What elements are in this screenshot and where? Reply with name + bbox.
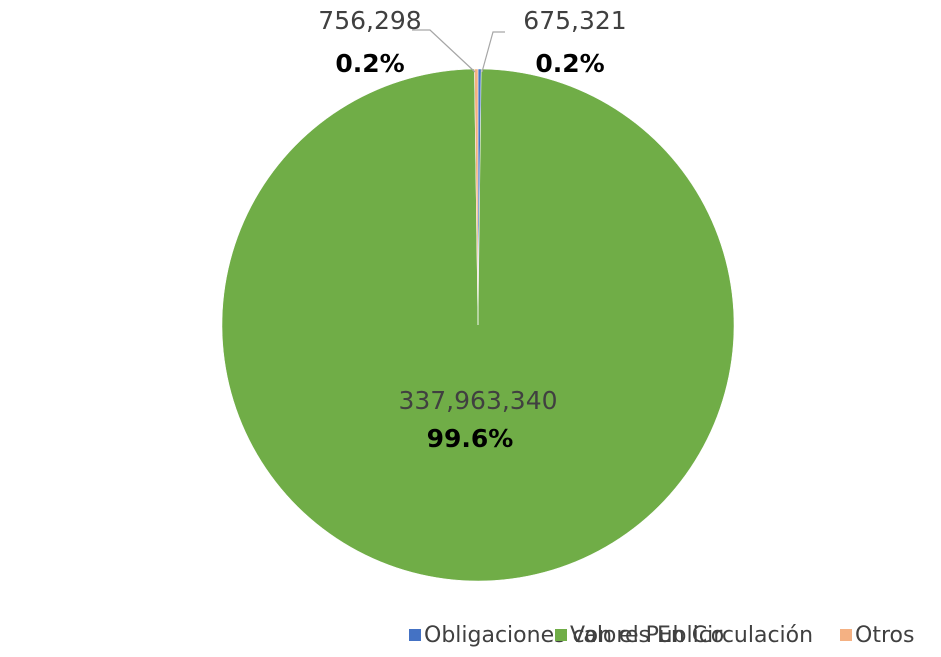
legend-label: Otros bbox=[855, 623, 914, 648]
pie-slice bbox=[474, 68, 479, 326]
legend-label: Valores En Circulación bbox=[570, 623, 813, 648]
percent-label: 0.2% bbox=[335, 49, 404, 78]
legend-swatch bbox=[409, 629, 421, 641]
percent-label: 0.2% bbox=[535, 49, 604, 78]
percent-label: 99.6% bbox=[427, 424, 514, 453]
legend-swatch bbox=[555, 629, 567, 641]
value-label: 337,963,340 bbox=[398, 386, 557, 415]
value-label: 756,298 bbox=[318, 6, 421, 35]
legend-label: Obligaciones con el Publico bbox=[424, 623, 724, 648]
leader-line bbox=[481, 31, 505, 73]
leader-line bbox=[412, 29, 476, 73]
value-label: 675,321 bbox=[523, 6, 626, 35]
legend-swatch bbox=[840, 629, 852, 641]
